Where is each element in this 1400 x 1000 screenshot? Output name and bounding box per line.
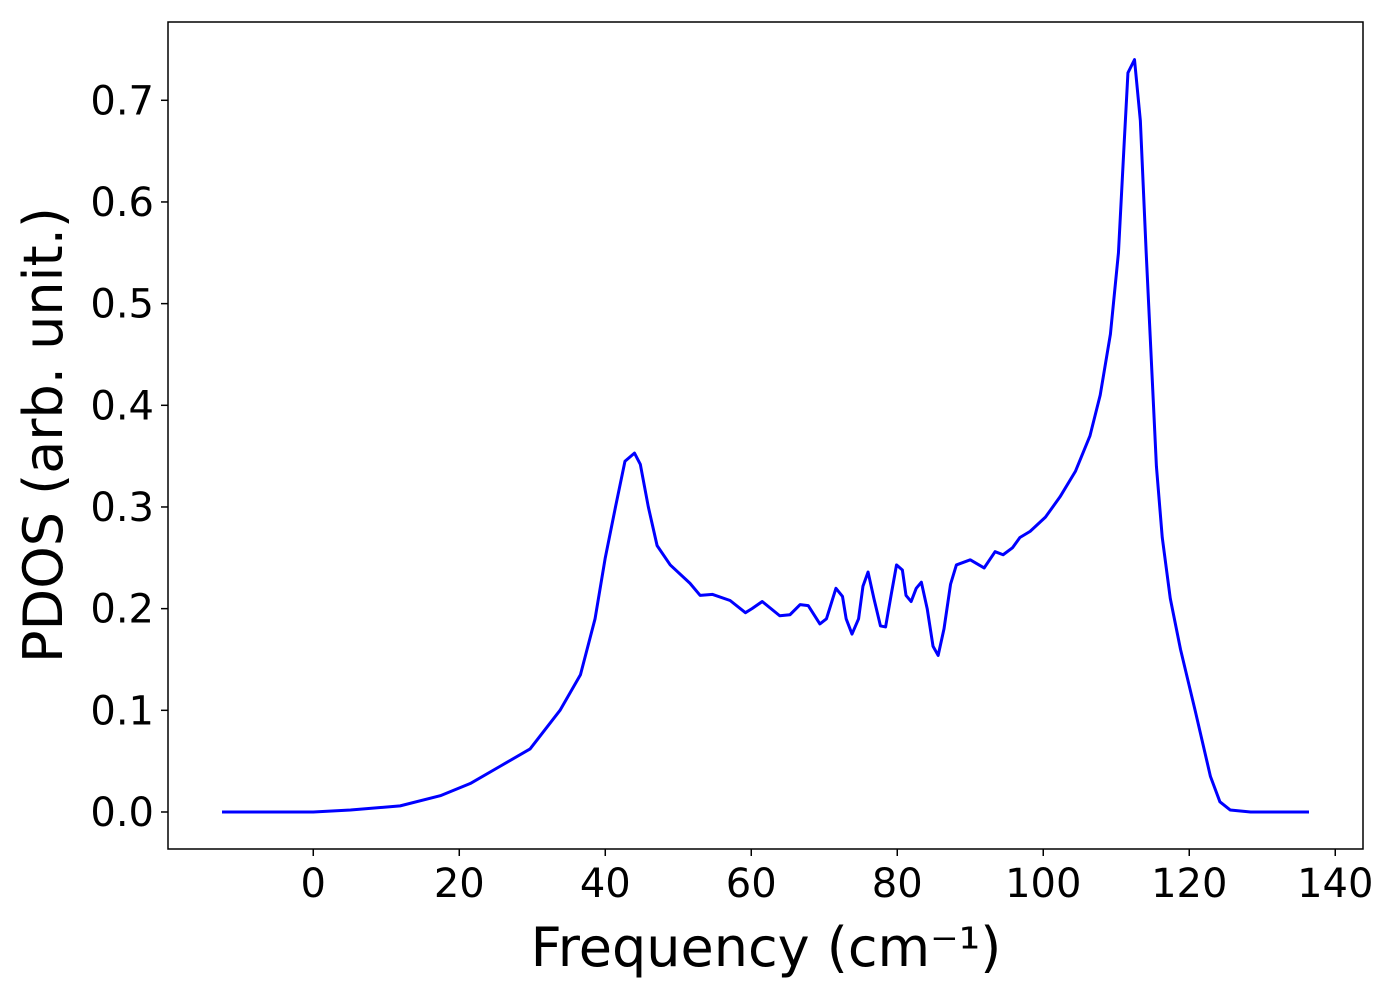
y-axis-label: PDOS (arb. unit.) [12, 207, 75, 663]
y-tick-label: 0.4 [90, 383, 154, 429]
y-tick-label: 0.7 [90, 78, 154, 124]
y-tick-label: 0.3 [90, 485, 154, 531]
y-tick-label: 0.2 [90, 587, 154, 633]
x-tick-label: 140 [1297, 861, 1373, 907]
data-line [222, 58, 1309, 814]
plot-frame [167, 21, 1364, 850]
y-tick-label: 0.0 [90, 790, 154, 836]
x-tick-label: 80 [872, 861, 923, 907]
x-tick-label: 0 [301, 861, 326, 907]
y-tick-label: 0.6 [90, 180, 154, 226]
x-tick-label: 100 [1005, 861, 1081, 907]
y-tick-label: 0.5 [90, 282, 154, 328]
x-axis-label: Frequency (cm⁻¹) [531, 916, 1002, 979]
x-tick-label: 60 [726, 861, 777, 907]
x-tick-label: 40 [580, 861, 631, 907]
x-tick-label: 20 [434, 861, 485, 907]
x-tick-label: 120 [1151, 861, 1227, 907]
y-tick-label: 0.1 [90, 688, 154, 734]
